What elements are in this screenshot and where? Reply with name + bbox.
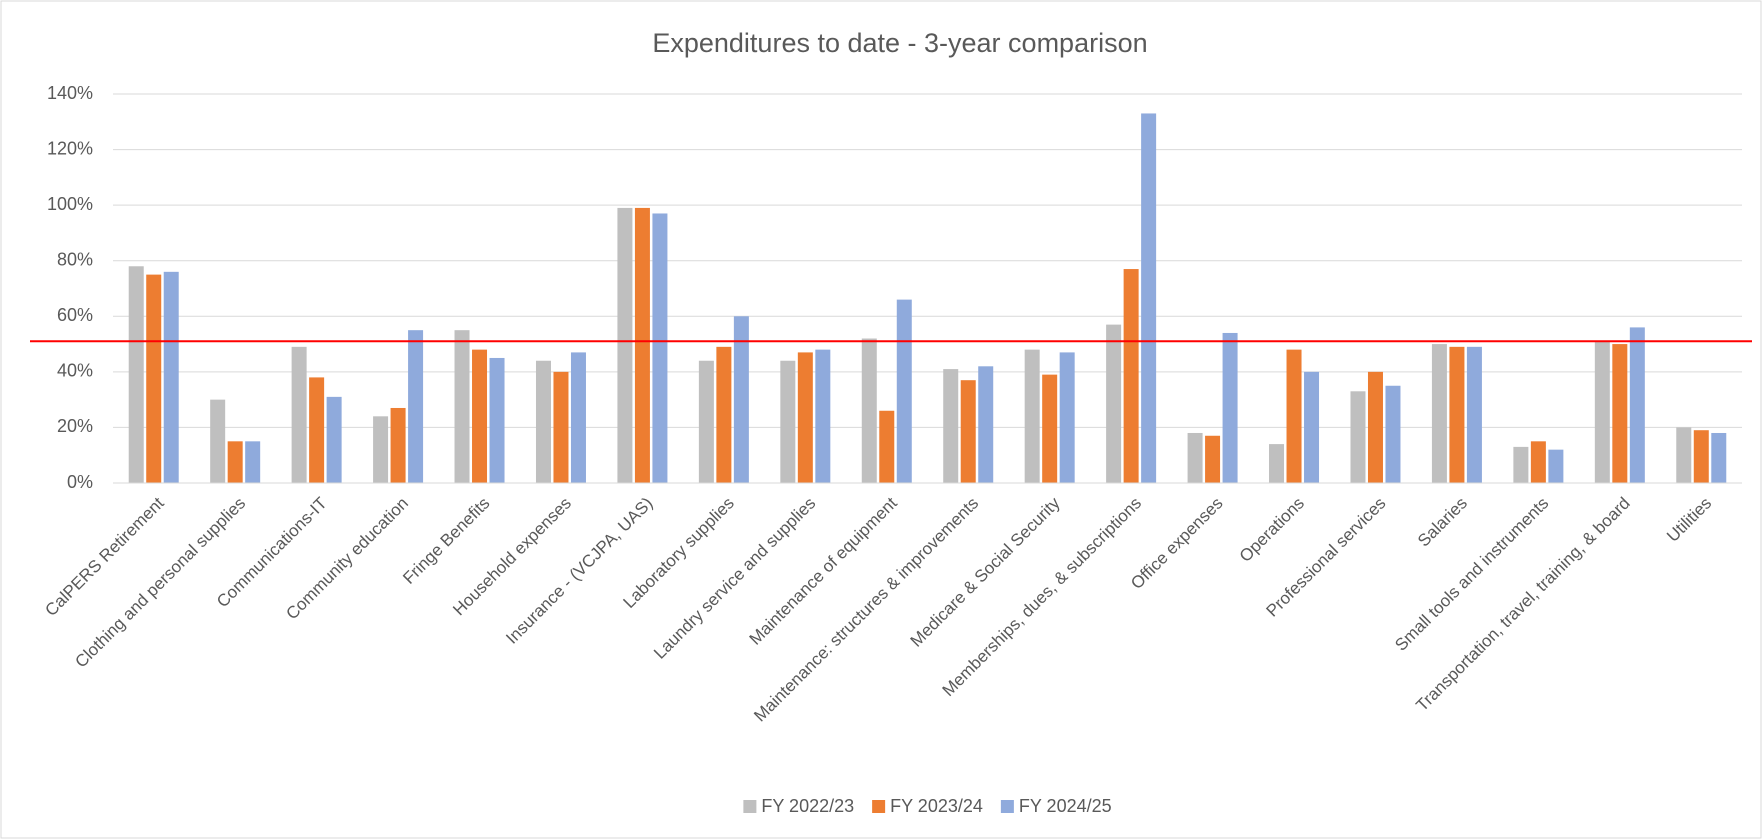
bar [245,441,261,483]
bar [1530,441,1546,483]
legend-label: FY 2024/25 [1019,796,1112,816]
bar [1676,427,1692,483]
y-tick-label: 60% [57,305,93,325]
legend-swatch [872,800,886,813]
bar [163,271,179,483]
bar [1286,349,1302,483]
bar [1594,341,1610,483]
bar [1449,346,1465,483]
bar [1042,374,1058,483]
bar [1711,432,1727,483]
bar [1059,352,1075,483]
legend-swatch [1000,800,1014,813]
chart-title: Expenditures to date - 3-year comparison [652,28,1147,58]
bar [1222,332,1238,483]
bar [780,360,796,483]
bar [1629,327,1645,483]
bar [553,371,569,483]
y-tick-label: 0% [67,472,93,492]
bar [570,352,586,483]
bar [1548,449,1564,483]
bar [652,213,668,483]
bar [1612,344,1628,483]
bar [960,380,976,483]
bar [210,399,226,483]
bar [1431,344,1447,483]
bar [1466,346,1482,483]
bar [879,410,895,483]
bar [797,352,813,483]
bar [978,366,994,483]
bar [1693,430,1709,483]
bar [815,349,831,483]
bar [1304,371,1320,483]
bar [408,330,424,483]
bar [535,360,551,483]
bar [1350,391,1366,483]
y-tick-label: 120% [47,138,93,158]
bar [634,207,650,483]
bar [861,338,877,483]
bar [1269,444,1285,483]
bar [454,330,470,483]
bar [1123,269,1139,483]
legend-label: FY 2023/24 [890,796,983,816]
bar [1205,435,1221,483]
bar [1367,371,1383,483]
bar [1024,349,1040,483]
bar [309,377,325,483]
bar [716,346,732,483]
bar [489,357,505,483]
y-tick-label: 140% [47,83,93,103]
bar [1385,385,1401,483]
bar [617,207,633,483]
bar [1187,432,1203,483]
bar [943,369,959,483]
legend-swatch [743,800,757,813]
bar [1141,113,1157,483]
bar [326,396,342,483]
y-tick-label: 100% [47,194,93,214]
y-tick-label: 40% [57,361,93,381]
bar [698,360,714,483]
bar [1106,324,1122,483]
bar [291,346,307,483]
bar [896,299,912,483]
bar [146,274,162,483]
bar [733,316,749,483]
bar [128,266,144,483]
bar [472,349,488,483]
legend-label: FY 2022/23 [761,796,854,816]
bar [373,416,389,483]
bar [227,441,243,483]
y-tick-label: 80% [57,249,93,269]
bar [390,407,406,483]
y-tick-label: 20% [57,416,93,436]
bar [1513,446,1529,483]
